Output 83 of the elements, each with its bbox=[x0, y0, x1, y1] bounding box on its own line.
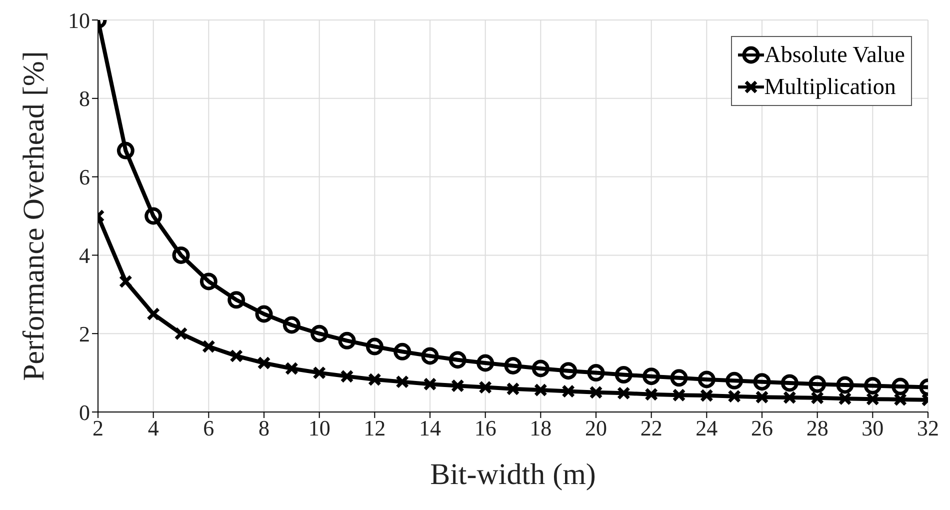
point bbox=[836, 376, 854, 394]
y-tick-label: 10 bbox=[68, 8, 90, 33]
point bbox=[257, 356, 271, 370]
point bbox=[866, 392, 880, 406]
point bbox=[894, 392, 908, 406]
legend-label: Absolute Value bbox=[764, 41, 905, 69]
point bbox=[589, 386, 603, 400]
point bbox=[698, 370, 716, 388]
x-tick-label: 8 bbox=[258, 416, 270, 441]
point bbox=[476, 354, 494, 372]
y-tick-label: 6 bbox=[79, 164, 90, 190]
x-tick-label: 26 bbox=[751, 416, 773, 441]
point bbox=[172, 246, 190, 264]
y-tick-label: 0 bbox=[79, 400, 90, 425]
point bbox=[728, 390, 742, 404]
point bbox=[892, 378, 910, 396]
x-tick-label: 22 bbox=[640, 416, 662, 441]
point bbox=[423, 377, 437, 391]
x-tick-label: 18 bbox=[530, 416, 552, 441]
point bbox=[726, 372, 744, 390]
point bbox=[642, 368, 660, 386]
x-tick-label: 20 bbox=[585, 416, 607, 441]
point bbox=[202, 340, 216, 354]
x-tick-label: 6 bbox=[203, 416, 214, 441]
point bbox=[146, 307, 160, 321]
point bbox=[672, 388, 686, 402]
point bbox=[753, 373, 771, 391]
x-tick-label: 24 bbox=[696, 416, 718, 441]
y-axis-title: Performance Overhead [%] bbox=[18, 51, 51, 381]
point bbox=[532, 360, 550, 378]
point bbox=[118, 274, 132, 288]
point bbox=[396, 375, 410, 389]
point bbox=[780, 374, 798, 392]
x-tick-label: 16 bbox=[474, 416, 496, 441]
point bbox=[448, 351, 466, 369]
point bbox=[504, 356, 522, 374]
point bbox=[614, 366, 632, 384]
point bbox=[310, 324, 328, 342]
point bbox=[478, 380, 492, 394]
x-axis-title: Bit-width (m) bbox=[430, 458, 596, 491]
point bbox=[394, 342, 412, 360]
point bbox=[534, 383, 548, 397]
point bbox=[506, 382, 520, 396]
point bbox=[340, 370, 354, 384]
point bbox=[368, 372, 382, 386]
point bbox=[616, 386, 630, 400]
x-tick-label: 28 bbox=[806, 416, 828, 441]
point bbox=[670, 369, 688, 387]
x-tick-label: 14 bbox=[419, 416, 441, 441]
x-tick-label: 4 bbox=[148, 416, 159, 441]
point bbox=[230, 349, 244, 363]
point bbox=[144, 207, 162, 225]
x-tick-label: 30 bbox=[862, 416, 884, 441]
point bbox=[255, 305, 273, 323]
point bbox=[587, 364, 605, 382]
y-tick-label: 8 bbox=[79, 86, 90, 112]
point bbox=[421, 347, 439, 365]
y-tick-label: 2 bbox=[79, 321, 90, 346]
y-tick-label: 4 bbox=[79, 243, 90, 268]
point bbox=[282, 316, 300, 334]
point bbox=[312, 366, 326, 380]
point bbox=[366, 338, 384, 356]
x-tick-label: 32 bbox=[917, 416, 939, 441]
point bbox=[808, 375, 826, 393]
point bbox=[700, 388, 714, 402]
point bbox=[838, 392, 852, 406]
point bbox=[200, 272, 218, 290]
point bbox=[810, 391, 824, 405]
point bbox=[228, 291, 246, 309]
point bbox=[755, 390, 769, 404]
x-tick-label: 10 bbox=[308, 416, 330, 441]
point bbox=[562, 384, 576, 398]
point bbox=[560, 362, 578, 380]
point bbox=[782, 390, 796, 404]
point bbox=[338, 332, 356, 350]
point bbox=[116, 142, 134, 160]
point bbox=[450, 378, 464, 392]
x-tick-label: 12 bbox=[364, 416, 386, 441]
point bbox=[174, 326, 188, 340]
legend-label: Multiplication bbox=[764, 73, 896, 101]
point bbox=[864, 376, 882, 394]
point bbox=[644, 388, 658, 402]
point bbox=[284, 362, 298, 376]
